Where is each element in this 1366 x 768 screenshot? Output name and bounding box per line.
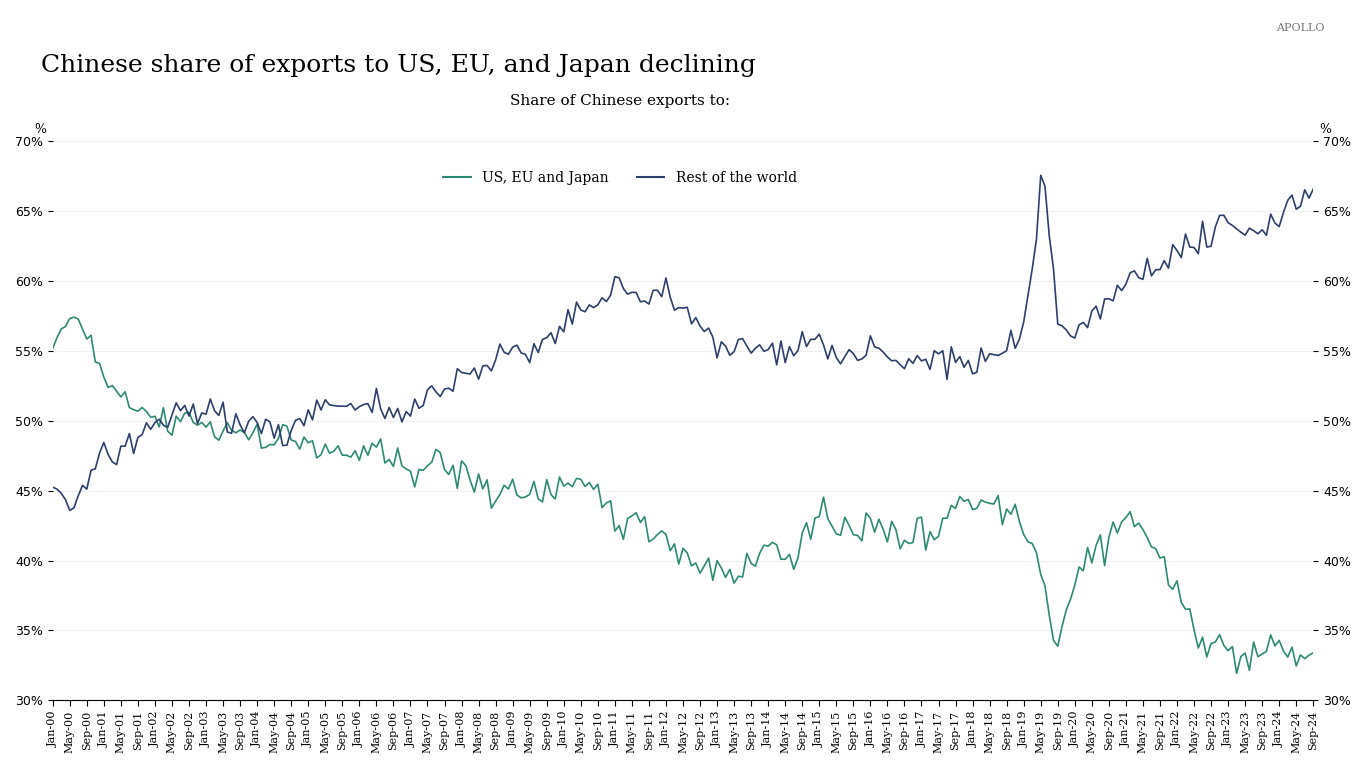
Text: %: % (1320, 123, 1332, 136)
Text: Chinese share of exports to US, EU, and Japan declining: Chinese share of exports to US, EU, and … (41, 54, 755, 77)
Text: %: % (34, 123, 46, 136)
Text: Share of Chinese exports to:: Share of Chinese exports to: (510, 94, 729, 108)
Legend: US, EU and Japan, Rest of the world: US, EU and Japan, Rest of the world (437, 165, 802, 190)
Text: APOLLO: APOLLO (1276, 23, 1325, 33)
